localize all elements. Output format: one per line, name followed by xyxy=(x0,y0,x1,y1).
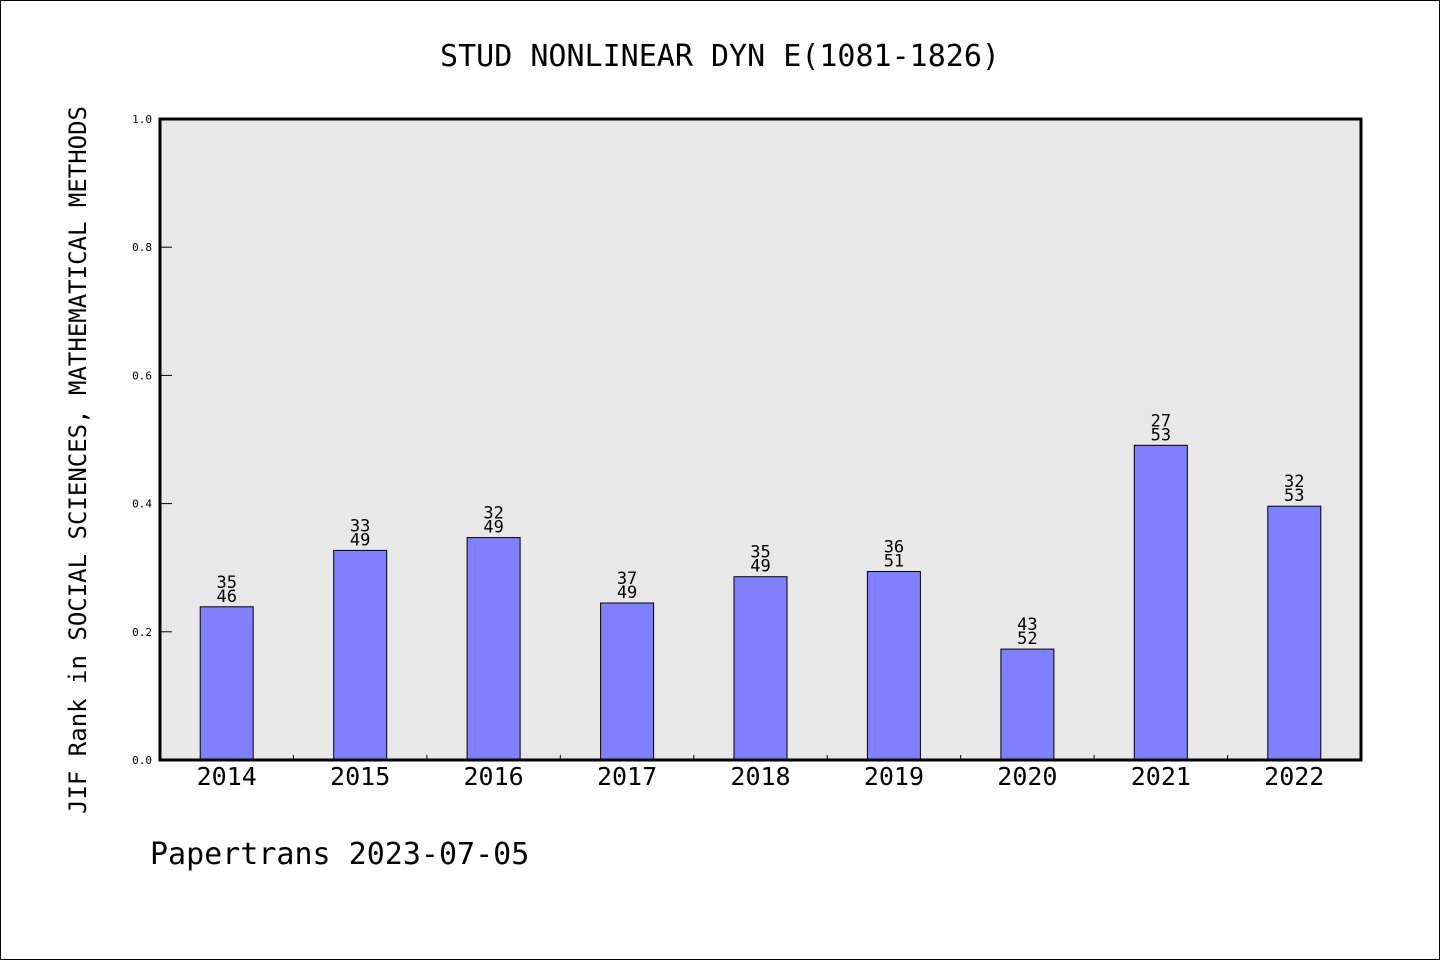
bar-label-bottom-2021: 53 xyxy=(1151,425,1171,445)
x-axis-ticks: 2014 2015 2016 2017 2018 2019 2020 2021 2022 xyxy=(197,755,1324,791)
bar-label-top-2021: 27 xyxy=(1151,411,1171,431)
bar-2015 xyxy=(333,549,388,761)
footer-watermark: Papertrans 2023-07-05 xyxy=(150,837,529,872)
bar-2016 xyxy=(466,537,521,761)
x-tick-label-2019: 2019 xyxy=(864,762,924,791)
bar-label-bottom-2019: 51 xyxy=(884,552,904,572)
plot-border xyxy=(158,117,1363,762)
y-axis-ticks: 0.0 0.2 0.4 0.6 0.8 1.0 xyxy=(132,113,172,767)
bar-label-top-2022: 32 xyxy=(1284,472,1304,492)
bar-2014 xyxy=(199,606,254,761)
x-tick-label-2015: 2015 xyxy=(330,762,390,791)
bar-2017 xyxy=(600,602,655,761)
chart-title: STUD NONLINEAR DYN E(1081-1826) xyxy=(440,39,1000,74)
bar-label-bottom-2014: 46 xyxy=(216,587,236,607)
x-tick-label-2017: 2017 xyxy=(597,762,657,791)
x-tick-label-2018: 2018 xyxy=(730,762,790,791)
bar-label-bottom-2018: 49 xyxy=(750,557,770,577)
y-tick-label-0.0: 0.0 xyxy=(132,754,152,767)
bars-group xyxy=(199,444,1322,761)
y-tick-label-0.2: 0.2 xyxy=(132,626,152,639)
bar-2019 xyxy=(866,571,921,761)
y-tick-label-0.4: 0.4 xyxy=(132,498,152,511)
bar-label-top-2017: 37 xyxy=(617,569,637,589)
bar-label-top-2014: 35 xyxy=(216,573,236,593)
bar-label-top-2020: 43 xyxy=(1017,615,1037,635)
bar-label-top-2016: 32 xyxy=(483,504,503,524)
x-tick-label-2016: 2016 xyxy=(464,762,524,791)
bar-2020 xyxy=(1000,648,1055,761)
bar-label-bottom-2016: 49 xyxy=(483,518,503,538)
bar-label-top-2019: 36 xyxy=(884,538,904,558)
x-tick-label-2014: 2014 xyxy=(197,762,257,791)
y-tick-label-0.6: 0.6 xyxy=(132,369,152,382)
y-tick-label-0.8: 0.8 xyxy=(132,241,152,254)
bar-label-bottom-2017: 49 xyxy=(617,583,637,603)
y-axis-label: JIF Rank in SOCIAL SCIENCES, MATHEMATICA… xyxy=(64,106,92,814)
bar-label-bottom-2020: 52 xyxy=(1017,629,1037,649)
bar-label-top-2015: 33 xyxy=(350,516,370,536)
bar-2021 xyxy=(1133,444,1188,761)
x-tick-label-2022: 2022 xyxy=(1264,762,1324,791)
bar-2022 xyxy=(1267,505,1322,761)
x-tick-label-2020: 2020 xyxy=(997,762,1057,791)
x-tick-label-2021: 2021 xyxy=(1131,762,1191,791)
y-tick-label-1.0: 1.0 xyxy=(132,113,152,126)
bar-label-bottom-2022: 53 xyxy=(1284,486,1304,506)
bar-2018 xyxy=(733,576,788,761)
bar-label-top-2018: 35 xyxy=(750,543,770,563)
bar-label-bottom-2015: 49 xyxy=(350,530,370,550)
